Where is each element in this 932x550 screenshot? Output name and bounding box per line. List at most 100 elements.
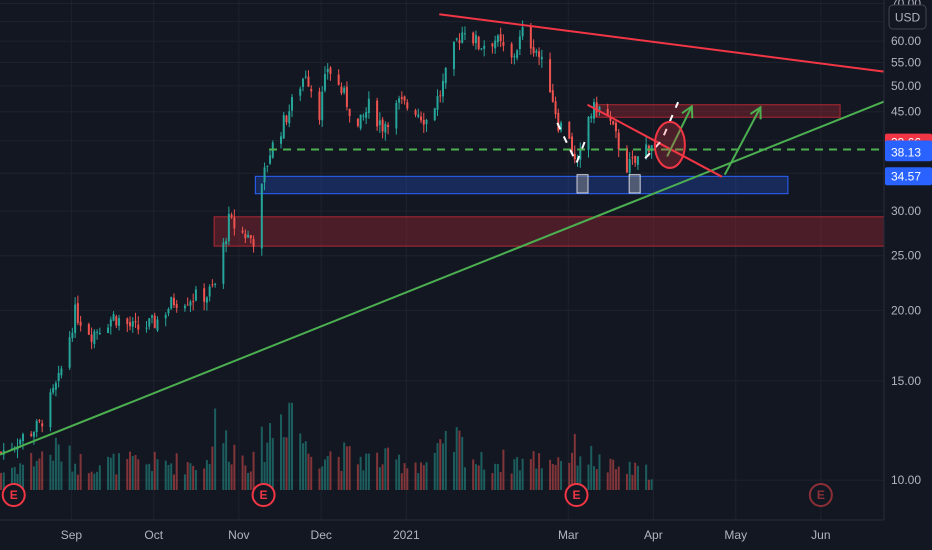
volume-bar xyxy=(442,443,444,490)
candle-body xyxy=(71,332,74,339)
candle-body xyxy=(247,234,250,238)
volume-bar xyxy=(285,437,288,490)
earnings-marker-icon[interactable] xyxy=(1,483,26,507)
volume-bar xyxy=(496,464,499,490)
resistance-trendline[interactable] xyxy=(439,13,885,73)
candle-body xyxy=(417,114,420,117)
candle-body xyxy=(310,89,313,92)
volume-bar xyxy=(384,448,387,490)
marker-box[interactable] xyxy=(628,174,641,194)
price-axis[interactable]: 70.0065.0060.0055.0050.0045.0040.0035.00… xyxy=(891,0,921,487)
volume-bar xyxy=(365,453,368,490)
candle-body xyxy=(636,156,639,165)
volume-bar xyxy=(362,470,365,490)
volume-bar xyxy=(647,479,650,490)
volume-bar xyxy=(359,456,362,490)
candle-body xyxy=(227,213,230,242)
volume-bar xyxy=(249,471,252,490)
volume-bar xyxy=(502,449,505,490)
candle-body xyxy=(535,50,538,53)
volume-bar xyxy=(68,445,71,490)
volume-bar xyxy=(49,454,52,490)
earnings-marker-icon[interactable] xyxy=(251,483,276,507)
volume-bar xyxy=(356,464,359,490)
candle-body xyxy=(153,315,156,329)
volume-bar xyxy=(175,453,178,490)
volume-bar xyxy=(79,454,82,490)
candle-body xyxy=(474,34,477,44)
candle-body xyxy=(32,431,35,437)
time-axis[interactable]: Sep Oct Nov Dec 2021 Mar Apr May Jun xyxy=(61,528,831,542)
projection-arrow[interactable] xyxy=(723,106,762,176)
volume-bar xyxy=(167,465,170,490)
zones-layer xyxy=(213,104,885,247)
demand-zone[interactable] xyxy=(213,216,885,247)
projection-path[interactable] xyxy=(556,122,589,166)
volume-bar xyxy=(164,460,167,490)
candle-body xyxy=(115,316,118,326)
candle-body xyxy=(252,239,255,247)
volume-bar xyxy=(540,468,543,490)
candle-body xyxy=(343,87,346,93)
volume-bar xyxy=(472,459,475,490)
candle-body xyxy=(477,36,480,49)
volume-bar xyxy=(439,439,442,490)
candle-body xyxy=(551,90,554,102)
earnings-marker-icon[interactable] xyxy=(808,483,833,507)
grid-layer xyxy=(0,0,884,520)
candle-body xyxy=(54,383,57,390)
volume-bar xyxy=(225,430,228,490)
candle-body xyxy=(321,91,324,121)
candle-body xyxy=(628,159,631,173)
candle-body xyxy=(68,337,71,368)
volume-bar xyxy=(263,461,266,490)
price-tag xyxy=(885,167,932,186)
projection-arrow[interactable] xyxy=(666,105,693,157)
candle-body xyxy=(52,387,55,393)
volume-bar xyxy=(241,455,244,490)
candle-body xyxy=(414,110,417,115)
candle-body xyxy=(285,115,288,123)
earnings-label: E xyxy=(10,488,18,502)
candle-body xyxy=(60,368,63,376)
volume-bar xyxy=(30,452,33,490)
candle-body xyxy=(183,305,186,309)
candle-body xyxy=(538,51,541,58)
candle-body xyxy=(225,240,228,245)
candle-body xyxy=(148,318,151,327)
volume-bar xyxy=(271,438,274,490)
candle-body xyxy=(192,301,195,303)
volume-bar xyxy=(417,473,420,490)
candle-body xyxy=(444,67,447,84)
candle-body xyxy=(150,315,153,318)
candle-body xyxy=(126,318,129,325)
candle-body xyxy=(288,111,291,124)
candle-body xyxy=(241,230,244,233)
resistance-zone[interactable] xyxy=(595,104,841,118)
candle-body xyxy=(376,100,379,127)
volume-bar xyxy=(115,474,118,490)
support-zone[interactable] xyxy=(254,175,789,195)
candle-body xyxy=(263,167,266,183)
volume-bar xyxy=(554,464,557,490)
earnings-marker-icon[interactable] xyxy=(564,483,589,507)
volume-bar xyxy=(307,453,310,490)
candle-body xyxy=(359,114,362,129)
volume-bar xyxy=(494,463,497,490)
marker-box[interactable] xyxy=(576,174,589,194)
support-trendline[interactable] xyxy=(0,100,885,456)
volume-bar xyxy=(19,463,22,490)
candle-body xyxy=(329,67,332,74)
breakout-circle[interactable] xyxy=(653,120,686,169)
volume-bar xyxy=(634,462,637,490)
candle-body xyxy=(205,297,208,303)
time-tick-label: May xyxy=(724,528,747,542)
volume-bar xyxy=(606,472,609,490)
candle-body xyxy=(614,122,617,132)
volume-bar xyxy=(13,466,16,490)
currency-button[interactable]: USD xyxy=(888,4,927,30)
time-tick-label: Apr xyxy=(644,528,663,542)
